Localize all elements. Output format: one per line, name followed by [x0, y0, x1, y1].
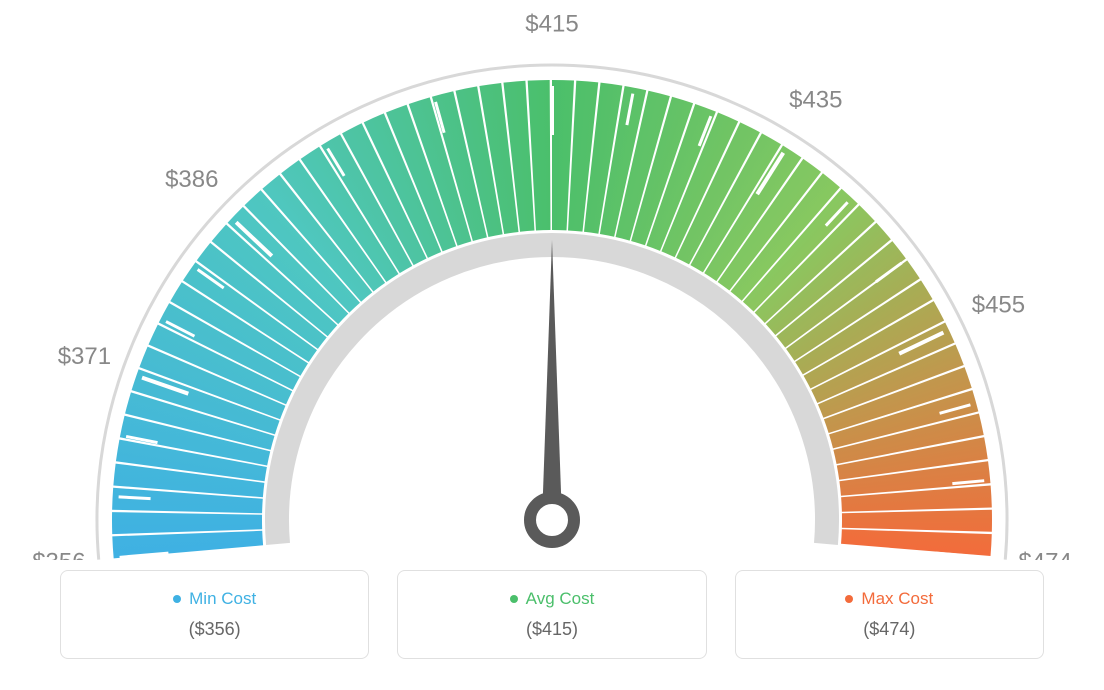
gauge-tick-label: $386 — [165, 166, 218, 193]
gauge-tick-label: $435 — [789, 86, 842, 113]
legend-avg-value: ($415) — [410, 619, 693, 640]
gauge-tick-label: $474 — [1018, 548, 1071, 560]
legend-max-label: Max Cost — [845, 589, 933, 609]
legend-avg-box: Avg Cost ($415) — [397, 570, 706, 659]
gauge-ring-seg — [841, 529, 992, 556]
gauge-chart: $356 $371 $386 $415 $435 $455 $474 — [0, 0, 1104, 560]
gauge-tick-label: $455 — [972, 292, 1025, 319]
gauge-svg: $356 $371 $386 $415 $435 $455 $474 — [0, 0, 1104, 560]
legend-row: Min Cost ($356) Avg Cost ($415) Max Cost… — [0, 570, 1104, 659]
legend-min-label: Min Cost — [173, 589, 256, 609]
gauge-tick-label: $415 — [525, 10, 578, 37]
gauge-needle-hub — [530, 498, 574, 542]
gauge-tick-minor — [119, 497, 151, 499]
gauge-tick-label: $356 — [32, 548, 85, 560]
legend-avg-label: Avg Cost — [510, 589, 595, 609]
gauge-ring-seg — [112, 512, 262, 534]
legend-max-box: Max Cost ($474) — [735, 570, 1044, 659]
gauge-ring-seg — [842, 510, 992, 532]
gauge-ring-seg — [112, 531, 263, 559]
legend-min-value: ($356) — [73, 619, 356, 640]
gauge-tick-label: $371 — [58, 343, 111, 370]
gauge-needle — [542, 240, 562, 520]
legend-max-value: ($474) — [748, 619, 1031, 640]
legend-min-box: Min Cost ($356) — [60, 570, 369, 659]
